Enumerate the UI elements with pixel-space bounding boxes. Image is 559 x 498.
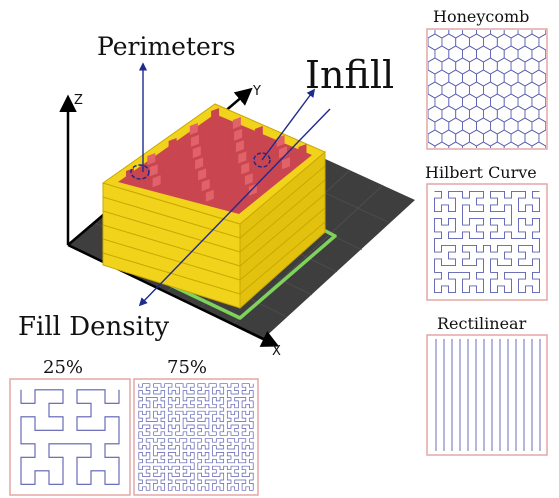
infill-rib bbox=[214, 143, 223, 155]
infill-rib bbox=[232, 196, 241, 209]
honeycomb-cell bbox=[545, 97, 546, 107]
honeycomb-cell bbox=[553, 130, 559, 146]
honeycomb-cell bbox=[545, 73, 546, 83]
z-axis-label: Z bbox=[74, 93, 83, 108]
infill-rib bbox=[179, 182, 188, 195]
hilbert-curve-line bbox=[434, 190, 540, 294]
honeycomb-cell bbox=[407, 94, 421, 110]
honeycomb-cell bbox=[539, 10, 553, 26]
infill-rib bbox=[211, 119, 220, 132]
infill-rib bbox=[168, 138, 177, 150]
infill-rib bbox=[195, 157, 204, 170]
infill-rib bbox=[220, 165, 228, 178]
honeycomb-cell bbox=[407, 118, 421, 134]
infill-rib bbox=[282, 157, 290, 170]
infill-rib bbox=[149, 164, 158, 177]
honeycomb-cell bbox=[553, 34, 559, 50]
honeycomb-cell bbox=[428, 133, 429, 143]
honeycomb-cell bbox=[407, 142, 421, 158]
infill-rib bbox=[241, 162, 250, 175]
honeycomb-cell bbox=[545, 145, 546, 148]
infill-rib bbox=[256, 137, 265, 150]
infill-indicator bbox=[253, 88, 316, 168]
honeycomb-cell bbox=[407, 70, 421, 86]
infill-rib bbox=[244, 173, 253, 186]
infill-rib bbox=[235, 140, 244, 153]
infill-rib bbox=[175, 171, 184, 184]
honeycomb-cell bbox=[553, 58, 559, 74]
honeycomb-cell bbox=[407, 22, 421, 38]
honeycomb-cell bbox=[545, 49, 546, 59]
perimeters-label: Perimeters bbox=[97, 32, 236, 61]
density-low-panel bbox=[9, 378, 131, 496]
rectilinear-title: Rectilinear bbox=[437, 314, 527, 333]
infill-rib bbox=[234, 128, 243, 141]
infill-rib bbox=[205, 189, 214, 202]
honeycomb-cell bbox=[428, 109, 429, 119]
infill-rib bbox=[172, 160, 181, 173]
density-high-panel bbox=[133, 378, 259, 496]
infill-rib bbox=[211, 108, 220, 120]
honeycomb-panel bbox=[426, 28, 548, 150]
infill-ribs bbox=[126, 108, 307, 209]
honeycomb-cell bbox=[553, 106, 559, 122]
infill-rib bbox=[232, 117, 241, 129]
infill-label: Infill bbox=[305, 53, 394, 97]
infill-rib bbox=[238, 151, 247, 164]
infill-rib bbox=[217, 154, 225, 167]
hilbert-title: Hilbert Curve bbox=[425, 163, 537, 182]
x-axis-label: X bbox=[272, 344, 281, 359]
honeycomb-cell bbox=[407, 46, 421, 62]
fill-density-label: Fill Density bbox=[18, 312, 169, 342]
hilbert-panel bbox=[426, 183, 548, 301]
honeycomb-cell bbox=[545, 30, 546, 35]
fill-density-indicator bbox=[138, 108, 331, 307]
infill-rib bbox=[298, 144, 307, 156]
density-high-label: 75% bbox=[167, 357, 207, 378]
hilbert-75-pattern bbox=[138, 383, 254, 491]
infill-rib bbox=[212, 131, 221, 144]
pattern-gallery: Honeycomb Hilbert Curve Rectilinear bbox=[407, 7, 559, 456]
infill-rib bbox=[170, 149, 179, 162]
hilbert-curve-line bbox=[20, 389, 120, 485]
y-axis-label: Y bbox=[252, 84, 261, 99]
infill-rib bbox=[192, 146, 201, 159]
hilbert-25-pattern bbox=[20, 389, 120, 485]
density-low-label: 25% bbox=[43, 357, 83, 378]
honeycomb-pattern bbox=[407, 10, 559, 158]
rectilinear-pattern bbox=[435, 339, 541, 451]
infill-marker bbox=[253, 152, 271, 168]
infill-rib bbox=[201, 179, 210, 192]
honeycomb-cell bbox=[414, 10, 428, 26]
infill-rib bbox=[189, 123, 198, 135]
honeycomb-title: Honeycomb bbox=[433, 7, 529, 26]
infill-rib bbox=[223, 176, 232, 188]
infill-arrow bbox=[261, 88, 316, 161]
infill-rib bbox=[227, 186, 236, 199]
build-plate-scene: Z Y X bbox=[18, 32, 415, 359]
infill-rib bbox=[258, 148, 267, 161]
perimeters-marker bbox=[130, 164, 150, 180]
infill-rib bbox=[147, 153, 156, 165]
perimeters-indicator bbox=[130, 62, 150, 180]
density-samples: 25% 75% bbox=[9, 357, 259, 496]
rectilinear-panel bbox=[426, 334, 548, 456]
printed-cube bbox=[101, 103, 326, 310]
hilbert-curve-line bbox=[138, 383, 254, 491]
hilbert-pattern bbox=[434, 190, 540, 294]
honeycomb-cell bbox=[428, 85, 429, 95]
honeycomb-cell bbox=[553, 82, 559, 98]
infill-rib bbox=[191, 134, 199, 147]
honeycomb-cell bbox=[545, 121, 546, 131]
infill-rib bbox=[254, 126, 263, 138]
infill-rib bbox=[126, 168, 134, 180]
fill-density-arrow bbox=[138, 108, 331, 307]
honeycomb-cell bbox=[428, 37, 429, 47]
infill-rib bbox=[152, 175, 161, 188]
honeycomb-cell bbox=[553, 10, 559, 26]
honeycomb-cell bbox=[428, 61, 429, 71]
infill-rib bbox=[198, 168, 207, 181]
